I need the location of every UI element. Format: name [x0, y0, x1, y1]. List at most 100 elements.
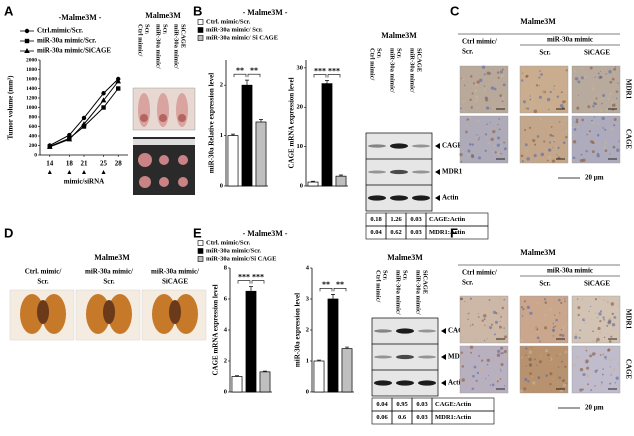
texture: [526, 150, 529, 153]
texture: [603, 336, 606, 339]
texture: [525, 107, 527, 110]
texture: [558, 121, 561, 123]
texture: [531, 375, 533, 378]
blot-band: [374, 355, 392, 359]
texture: [543, 313, 548, 318]
texture: [460, 77, 463, 79]
texture: [586, 133, 588, 136]
texture: [563, 66, 567, 70]
scale-label: 20 μm: [585, 404, 604, 412]
texture: [595, 97, 598, 100]
table-text: 0.18: [370, 216, 382, 223]
panel-title: - Malme3M -: [243, 229, 288, 238]
texture: [497, 124, 499, 126]
texture: [544, 301, 548, 304]
texture: [530, 98, 535, 102]
texture: [562, 100, 566, 104]
texture: [597, 72, 600, 75]
texture: [596, 369, 598, 372]
texture: [470, 75, 473, 78]
texture: [579, 158, 584, 163]
texture: [607, 320, 612, 325]
bar: [327, 298, 339, 393]
texture: [614, 382, 617, 384]
texture: [539, 70, 541, 72]
texture: [586, 366, 590, 370]
texture: [612, 367, 616, 371]
texture: [492, 97, 495, 99]
texture: [496, 71, 500, 74]
texture: [564, 298, 566, 300]
texture: [494, 151, 497, 154]
texture: [553, 314, 556, 316]
texture: [536, 336, 540, 340]
group-label: miR-30a mimic: [547, 267, 593, 275]
texture: [552, 378, 554, 380]
texture: [608, 340, 612, 343]
y-tick-label: 2: [306, 326, 309, 333]
micrograph: [459, 115, 509, 164]
blot-band: [418, 355, 436, 359]
lung-lobe: [20, 294, 44, 334]
texture: [552, 106, 554, 108]
data-point: [101, 105, 106, 110]
band-label: CAGE: [448, 327, 469, 335]
y-tick-label: 2: [220, 82, 223, 89]
significance-bracket: [233, 73, 247, 78]
texture: [483, 85, 486, 87]
texture: [539, 117, 543, 121]
texture: [525, 75, 528, 78]
texture: [594, 311, 597, 314]
blot-title: Malme3M: [381, 31, 417, 40]
texture: [613, 315, 617, 319]
texture: [497, 312, 502, 317]
texture: [558, 376, 562, 380]
error-bar: [231, 133, 235, 136]
texture: [607, 97, 611, 101]
y-tick-label: 4: [224, 326, 228, 333]
texture: [502, 96, 505, 100]
texture: [501, 100, 504, 103]
texture: [483, 318, 486, 321]
texture: [473, 381, 476, 384]
legend-swatch: [197, 19, 204, 25]
texture: [476, 80, 480, 84]
texture: [471, 323, 474, 326]
legend-swatch: [197, 256, 204, 262]
texture: [602, 368, 605, 370]
texture: [596, 317, 598, 319]
texture: [540, 355, 542, 357]
texture: [600, 381, 603, 384]
texture: [544, 349, 549, 353]
y-tick-label: 800: [29, 114, 38, 120]
bar: [227, 135, 239, 187]
texture: [497, 152, 501, 156]
texture: [572, 140, 577, 144]
texture: [587, 383, 590, 386]
texture: [592, 339, 595, 342]
y-tick-label: 0: [34, 152, 37, 158]
texture: [589, 305, 592, 308]
lane-label: miR-30a mimic/: [415, 270, 422, 315]
texture: [605, 73, 607, 75]
tumor: [140, 114, 148, 122]
texture: [493, 333, 496, 336]
texture: [492, 129, 496, 134]
texture: [610, 372, 614, 375]
texture: [544, 326, 548, 330]
y-tick-label: 8: [224, 264, 228, 271]
texture: [548, 358, 551, 360]
panel-label: B: [193, 3, 202, 18]
x-tick-label: 14: [46, 160, 54, 168]
texture: [560, 91, 563, 94]
lane-label: miR-30a mimic/: [409, 48, 416, 93]
legend-label: Ctrl. mimic/Scr.: [206, 239, 251, 246]
texture: [478, 354, 481, 357]
texture: [547, 155, 552, 160]
texture: [460, 363, 463, 366]
data-point: [81, 115, 87, 121]
texture: [530, 85, 534, 90]
texture: [501, 306, 505, 310]
y-tick-label: 400: [29, 133, 38, 139]
table-text: CAGE:Actin: [429, 216, 465, 223]
